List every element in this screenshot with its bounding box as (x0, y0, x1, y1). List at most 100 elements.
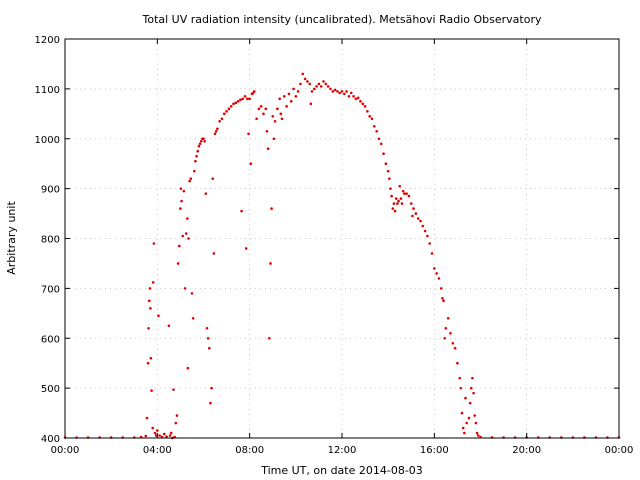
data-point (451, 341, 455, 345)
data-point (421, 224, 425, 228)
data-point (154, 434, 158, 437)
data-point (419, 219, 422, 223)
data-point (326, 85, 330, 88)
data-point (394, 197, 398, 200)
data-point (265, 129, 269, 133)
y-tick-labels: 400 500 600 700 800 900 1000 1100 1200 (35, 35, 60, 445)
data-point (393, 209, 397, 213)
data-point (146, 361, 150, 365)
data-point (338, 91, 341, 95)
data-point (340, 90, 344, 93)
data-point (354, 97, 358, 101)
data-point (225, 110, 228, 113)
data-point (152, 242, 156, 245)
data-point (471, 376, 474, 380)
data-point (216, 127, 219, 131)
data-point (156, 429, 159, 432)
data-point (184, 232, 188, 235)
data-point (379, 142, 383, 146)
data-point (373, 124, 376, 128)
y-tick-label: 800 (41, 235, 60, 246)
data-point (449, 331, 452, 335)
data-point (174, 421, 178, 425)
data-point (191, 317, 195, 320)
data-point (303, 77, 307, 81)
data-point (186, 217, 189, 220)
data-point (322, 80, 325, 83)
y-tick-label: 400 (41, 434, 60, 445)
data-point (399, 197, 403, 200)
data-point (428, 242, 432, 245)
data-point (397, 199, 400, 203)
y-tick-label: 600 (41, 334, 60, 345)
data-point (444, 326, 448, 330)
y-tick-label: 500 (41, 384, 60, 395)
data-point (390, 194, 393, 198)
data-point (151, 426, 155, 430)
data-point (213, 132, 217, 136)
data-point (426, 234, 429, 238)
x-tick-label: 08:00 (235, 445, 264, 456)
data-point (175, 414, 179, 417)
data-point (194, 159, 197, 163)
data-point (266, 147, 270, 151)
data-point (391, 207, 395, 210)
data-point (214, 129, 218, 133)
data-points (63, 72, 621, 440)
data-point (179, 207, 182, 210)
data-point (147, 326, 150, 330)
data-point (280, 117, 284, 121)
data-point (186, 366, 190, 370)
data-point (264, 107, 268, 111)
data-point (198, 142, 202, 146)
data-point (336, 90, 339, 93)
data-point (196, 149, 200, 153)
data-point (241, 97, 245, 101)
data-point (150, 389, 153, 392)
data-point (446, 317, 450, 320)
data-point (405, 192, 408, 195)
data-point (157, 314, 160, 318)
data-point (396, 202, 399, 205)
data-point (299, 82, 302, 86)
data-point (309, 102, 313, 106)
data-point (389, 187, 392, 190)
data-point (443, 336, 447, 340)
data-point (259, 105, 263, 108)
data-point (278, 97, 281, 101)
data-point (273, 119, 277, 123)
data-point (463, 431, 466, 435)
data-point (269, 262, 272, 265)
data-point (229, 105, 233, 108)
data-point (182, 189, 186, 193)
data-point (220, 117, 224, 121)
data-point (412, 207, 415, 210)
data-point (189, 177, 193, 180)
data-point (349, 91, 353, 95)
data-point (203, 139, 206, 143)
data-point (181, 234, 185, 238)
x-tick-label: 00:00 (605, 445, 634, 456)
data-point (315, 85, 318, 88)
data-point (180, 199, 183, 203)
x-tick-label: 00:00 (51, 445, 80, 456)
data-point (197, 144, 201, 148)
x-tick-label: 20:00 (512, 445, 541, 456)
data-point (285, 105, 288, 108)
data-point (377, 137, 381, 141)
data-point (411, 214, 414, 218)
data-point (188, 179, 191, 183)
data-point (207, 346, 211, 350)
data-point (467, 416, 471, 420)
x-tick-label: 16:00 (420, 445, 449, 456)
data-point (317, 82, 321, 86)
data-point (177, 244, 181, 248)
data-point (279, 112, 283, 116)
data-point (183, 287, 187, 290)
data-point (282, 95, 286, 98)
data-point (301, 72, 305, 76)
data-point (210, 386, 213, 390)
data-point (352, 95, 355, 98)
data-point (144, 434, 148, 438)
data-point (179, 187, 183, 190)
